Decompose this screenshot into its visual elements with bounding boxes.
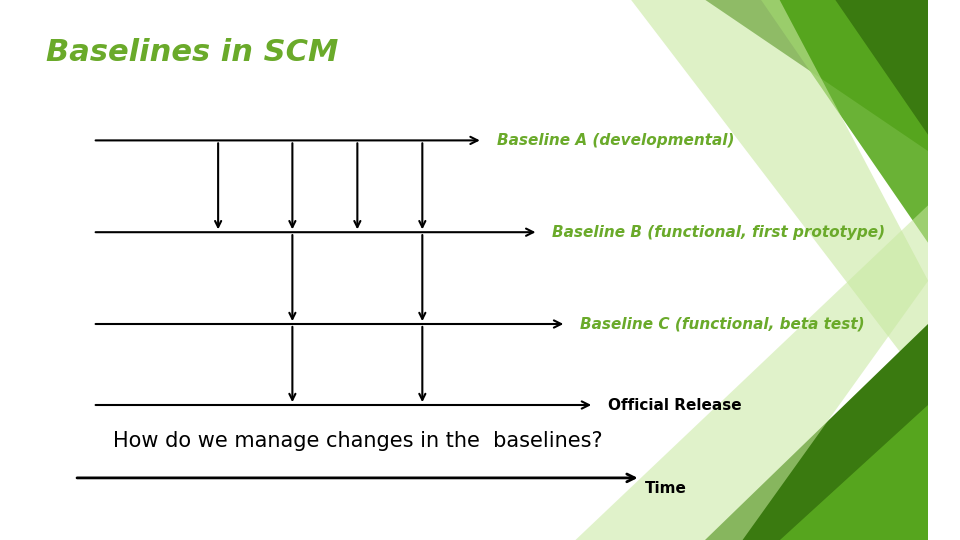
Text: How do we manage changes in the  baselines?: How do we manage changes in the baseline… [112,431,602,451]
Text: Baseline B (functional, first prototype): Baseline B (functional, first prototype) [552,225,885,240]
Text: Official Release: Official Release [608,397,741,413]
Text: Time: Time [645,481,687,496]
Polygon shape [575,205,928,540]
Polygon shape [780,405,928,540]
Text: Baseline C (functional, beta test): Baseline C (functional, beta test) [580,316,865,332]
Text: Baseline A (developmental): Baseline A (developmental) [496,133,734,148]
Polygon shape [706,324,928,540]
Polygon shape [706,0,928,151]
Polygon shape [761,0,928,243]
Text: Baselines in SCM: Baselines in SCM [46,38,339,67]
Polygon shape [631,0,928,389]
